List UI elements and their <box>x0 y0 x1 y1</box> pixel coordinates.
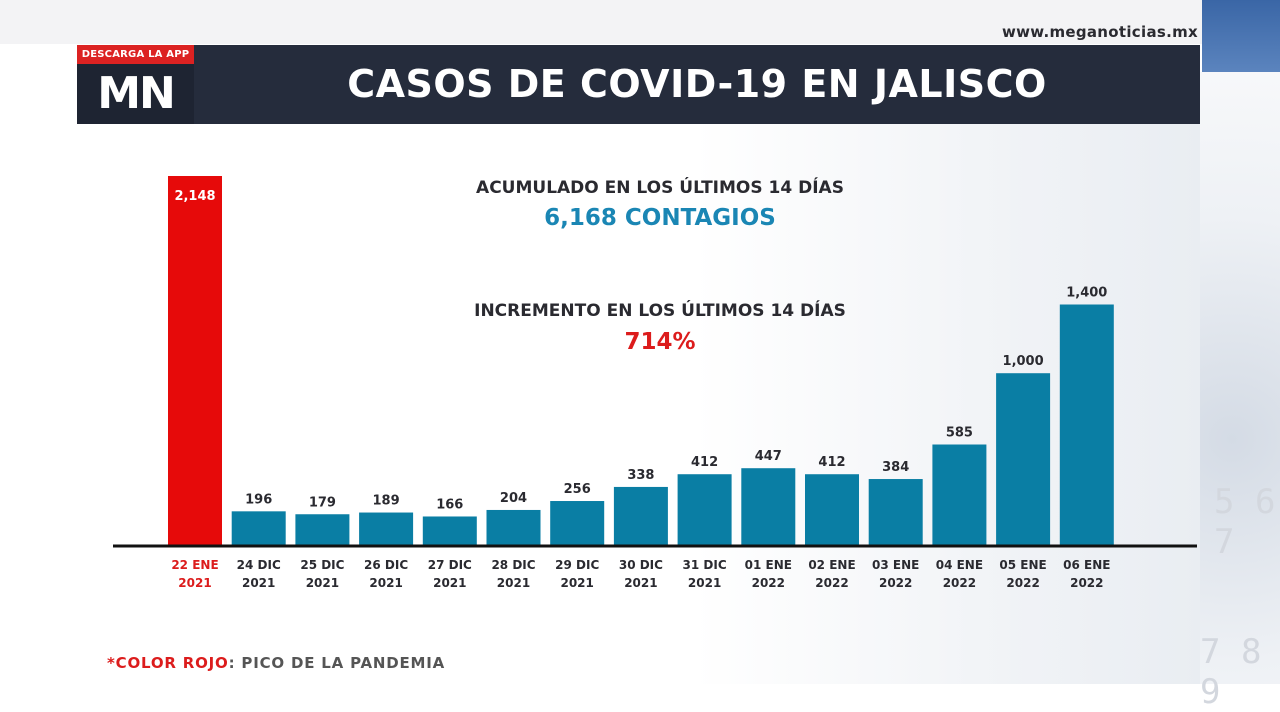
bar <box>741 468 796 545</box>
data-label: 1,400 <box>1066 285 1107 300</box>
data-label: 338 <box>627 468 654 483</box>
tick-label: 2022 <box>752 576 785 590</box>
data-label: 447 <box>755 449 782 464</box>
corner-decoration <box>1202 0 1280 72</box>
bar <box>868 479 923 545</box>
tick-label: 31 DIC <box>683 558 727 572</box>
tick-label: 2022 <box>879 576 912 590</box>
bar <box>359 512 414 545</box>
tick-label: 2021 <box>306 576 339 590</box>
tick-label: 2021 <box>560 576 593 590</box>
footnote-highlight: *COLOR ROJO <box>107 654 229 672</box>
bar <box>613 486 668 545</box>
top-bar <box>0 0 1280 44</box>
tick-label: 2022 <box>943 576 976 590</box>
tick-label: 2022 <box>1006 576 1039 590</box>
cumulative-label: ACUMULADO EN LOS ÚLTIMOS 14 DÍAS <box>476 178 844 198</box>
tick-label: 25 DIC <box>300 558 344 572</box>
bar <box>550 501 605 545</box>
tick-label: 2021 <box>242 576 275 590</box>
mn-logo: MN <box>77 64 194 124</box>
cumulative-value: 6,168 CONTAGIOS <box>544 205 776 231</box>
tick-label: 2022 <box>1070 576 1103 590</box>
data-label: 2,148 <box>174 189 215 204</box>
bar <box>486 509 541 545</box>
bar <box>422 516 477 545</box>
tick-label: 2021 <box>178 576 211 590</box>
bar <box>805 474 859 545</box>
bar <box>1059 304 1114 545</box>
header-bar: DESCARGA LA APP MN CASOS DE COVID-19 EN … <box>77 45 1200 124</box>
tick-label: 22 ENE <box>171 558 218 572</box>
increase-value: 714% <box>624 329 696 355</box>
tick-label: 05 ENE <box>999 558 1046 572</box>
tick-label: 03 ENE <box>872 558 919 572</box>
footnote: *COLOR ROJO: PICO DE LA PANDEMIA <box>107 654 445 672</box>
tick-label: 2021 <box>497 576 530 590</box>
download-app-tag[interactable]: DESCARGA LA APP <box>77 45 194 64</box>
tick-label: 04 ENE <box>936 558 983 572</box>
tick-label: 2021 <box>433 576 466 590</box>
data-label: 189 <box>373 494 400 509</box>
tick-label: 26 DIC <box>364 558 408 572</box>
data-label: 412 <box>818 455 845 470</box>
tick-label: 06 ENE <box>1063 558 1110 572</box>
bar <box>932 444 987 545</box>
tick-label: 29 DIC <box>555 558 599 572</box>
data-label: 585 <box>946 426 973 441</box>
data-label: 384 <box>882 460 909 475</box>
data-label: 179 <box>309 495 336 510</box>
page-title: CASOS DE COVID-19 EN JALISCO <box>347 62 1047 106</box>
data-label: 412 <box>691 455 718 470</box>
bar <box>295 514 350 545</box>
data-label: 166 <box>436 497 463 512</box>
site-url: www.meganoticias.mx <box>1001 23 1198 41</box>
bar-chart: 2,148 22 ENE 2021 196 24 DIC 2021 179 25 DIC 202… <box>113 176 1197 590</box>
data-label: 1,000 <box>1003 354 1044 369</box>
tick-label: 28 DIC <box>491 558 535 572</box>
bar <box>168 176 222 545</box>
bar <box>231 511 286 545</box>
data-label: 204 <box>500 491 527 506</box>
tick-label: 2021 <box>624 576 657 590</box>
bar <box>996 373 1051 545</box>
data-label: 256 <box>564 482 591 497</box>
tick-label: 2022 <box>815 576 848 590</box>
bar <box>677 474 732 545</box>
tick-label: 24 DIC <box>237 558 281 572</box>
tick-label: 2021 <box>369 576 402 590</box>
background-decoration: 5 6 7 7 8 9 <box>1200 72 1280 712</box>
data-label: 196 <box>245 492 272 507</box>
tick-label: 30 DIC <box>619 558 663 572</box>
tick-label: 02 ENE <box>808 558 855 572</box>
tick-label: 27 DIC <box>428 558 472 572</box>
increase-label: INCREMENTO EN LOS ÚLTIMOS 14 DÍAS <box>474 301 846 321</box>
tick-label: 01 ENE <box>745 558 792 572</box>
tick-label: 2021 <box>688 576 721 590</box>
footnote-text: : PICO DE LA PANDEMIA <box>228 654 446 672</box>
